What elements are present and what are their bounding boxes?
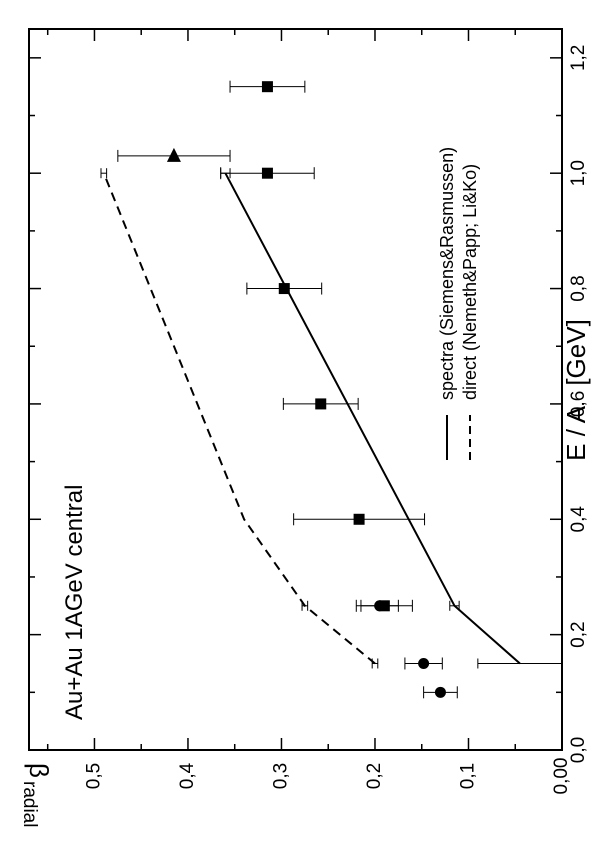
y-tick-label: 0,4 — [177, 762, 198, 789]
square-marker — [261, 167, 273, 179]
circle-marker — [434, 686, 446, 698]
legend-item-direct: direct (Nemeth&Papp; Li&Ko) — [460, 164, 480, 460]
circle-marker — [418, 657, 430, 669]
x-tick-label: 0,2 — [568, 621, 589, 647]
square-marker — [261, 81, 273, 93]
y-axis-title-subscript: radial — [19, 781, 40, 827]
square-marker — [315, 398, 327, 410]
y-tick-label: 0,1 — [458, 763, 479, 789]
square-marker — [378, 600, 390, 612]
x-tick-label: 1,0 — [568, 160, 589, 186]
y-axis-title: β radial — [19, 763, 54, 827]
x-tick-label: 0,8 — [568, 275, 589, 301]
tick-marks — [29, 29, 563, 751]
x-axis-title: E / A [GeV] — [561, 319, 591, 461]
y-tick-label: 0,00 — [551, 758, 572, 795]
square-marker — [278, 283, 290, 295]
legend-label: spectra (Siemens&Rasmussen) — [437, 147, 457, 400]
legend-item-spectra: spectra (Siemens&Rasmussen) — [437, 147, 457, 460]
y-axis-title-main: β — [24, 763, 54, 778]
x-tick-label: 1,2 — [568, 45, 589, 71]
x-tick-label: 0,4 — [568, 506, 589, 533]
legend: spectra (Siemens&Rasmussen) direct (Nemet… — [437, 147, 480, 460]
chart-annotation: Au+Au 1AGeV central — [61, 485, 88, 720]
x-tick-label: 0,0 — [568, 737, 589, 763]
legend-label: direct (Nemeth&Papp; Li&Ko) — [460, 164, 480, 400]
direct-line — [102, 172, 376, 665]
y-tick-label: 0,5 — [83, 763, 104, 789]
plot-frame — [28, 28, 563, 751]
y-tick-label: 0,3 — [270, 763, 291, 789]
plot-border — [28, 28, 563, 751]
triangle-marker — [166, 147, 181, 162]
x-tick-label: 0,6 — [568, 391, 589, 417]
square-marker — [353, 513, 365, 525]
y-tick-label: 0,2 — [364, 763, 385, 789]
tick-labels: 0,0 0,2 0,4 0,6 0,8 1,0 1,2 0,00 0,1 0,2 0,3 0,4 0,5 — [83, 45, 589, 795]
data-points — [166, 81, 446, 698]
axis-titles: E / A [GeV] β radial Au+Au 1AGeV central — [19, 319, 591, 827]
